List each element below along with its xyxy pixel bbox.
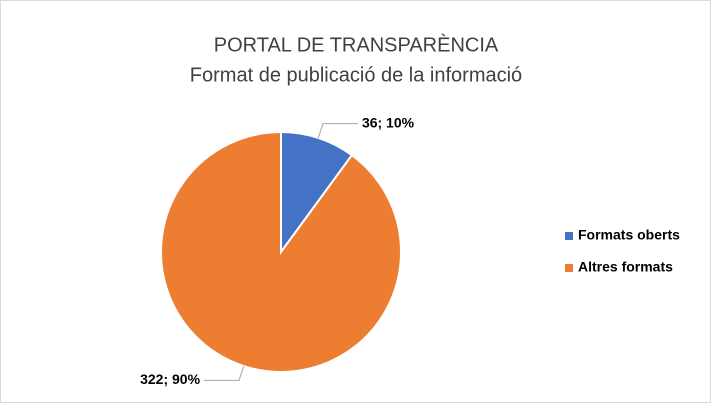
legend-swatch: [565, 264, 573, 272]
legend-swatch: [565, 232, 573, 240]
pie-slice: [280, 130, 354, 256]
chart-title: PORTAL DE TRANSPARÈNCIA: [214, 33, 499, 56]
legend-label: Formats oberts: [578, 227, 680, 243]
chart-subtitle: Format de publicació de la informació: [190, 64, 522, 86]
data-label: 322; 90%: [140, 371, 200, 387]
legend-label: Altres formats: [578, 259, 673, 275]
pie-slice: [160, 130, 402, 373]
data-label: 36; 10%: [362, 114, 415, 130]
leader-line: [204, 365, 245, 381]
leader-line: [317, 123, 358, 139]
